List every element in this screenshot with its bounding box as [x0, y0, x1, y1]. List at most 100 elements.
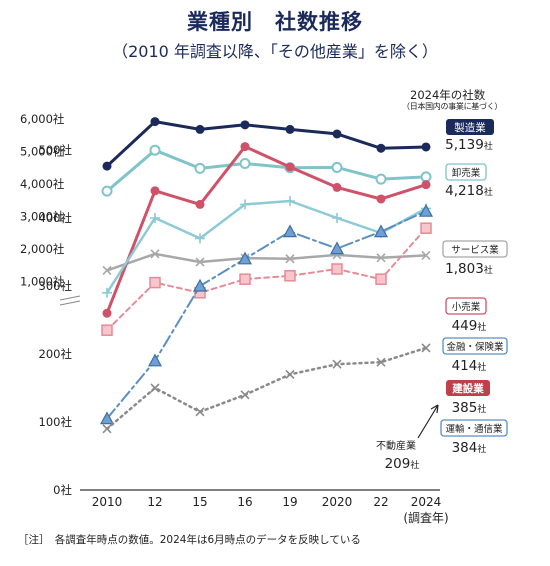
data-point [237, 251, 253, 265]
data-point [195, 233, 205, 244]
y-tick-label: 500社 [39, 143, 73, 157]
legend-value: 1,803社 [445, 261, 493, 277]
data-point [101, 185, 113, 197]
x-tick-label: 15 [192, 495, 207, 509]
y-tick-label: 5,000社 [20, 145, 65, 159]
data-point [239, 158, 251, 170]
chart-title: 業種別 社数推移 [187, 10, 363, 34]
axis-break [59, 295, 81, 306]
data-point [376, 253, 386, 263]
data-point [102, 161, 112, 171]
data-point [285, 162, 295, 172]
data-point [240, 390, 250, 400]
legend-label: 金融・保険業 [446, 341, 504, 353]
data-point [239, 273, 251, 285]
pointer-arrow [417, 404, 439, 439]
legend-value: 384社 [452, 440, 487, 456]
y-tick-label: 300社 [39, 279, 73, 293]
legend-box [442, 240, 508, 258]
y-tick-label: 0社 [53, 483, 72, 497]
legend-label: 卸売業 [452, 167, 481, 179]
data-point [332, 359, 342, 369]
data-point [332, 213, 342, 223]
legend-box [446, 380, 490, 396]
data-point [150, 186, 160, 196]
x-tick-label: 2024 [411, 495, 442, 509]
data-point [421, 250, 431, 260]
x-tick-label: 16 [237, 495, 252, 509]
legend-value: 449社 [452, 318, 487, 334]
data-point [150, 383, 160, 393]
legend-value: 5,139社 [445, 137, 493, 153]
data-point [375, 273, 387, 285]
data-point [418, 203, 434, 217]
legend-box [442, 337, 508, 355]
chart-note: ［注］ 各調査年時点の数値。2024年は6月時点のデータを反映している [18, 534, 361, 546]
legend-value: 385社 [452, 400, 487, 416]
data-point [376, 143, 386, 153]
data-point [99, 411, 115, 425]
legend-box [445, 163, 487, 181]
x-sub-label: (調査年) [403, 511, 448, 525]
data-point [376, 357, 386, 367]
data-point [376, 194, 386, 204]
data-point [150, 117, 160, 127]
data-point [192, 278, 208, 292]
data-point [195, 257, 205, 267]
data-point [332, 129, 342, 139]
data-point [285, 196, 295, 206]
data-point [331, 263, 343, 275]
x-tick-label: 22 [373, 495, 388, 509]
data-point [282, 224, 298, 238]
y-tick-label: 100社 [39, 415, 73, 429]
legend-box [446, 119, 494, 135]
legend-value: 209社 [385, 456, 420, 472]
series-line [106, 227, 427, 332]
series-line [105, 199, 428, 295]
data-point [420, 222, 432, 234]
pointer-arrowhead [430, 404, 439, 414]
data-point [375, 173, 387, 185]
legend-label: 不動産業 [376, 439, 416, 452]
data-point [331, 161, 343, 173]
legend-label: 小売業 [452, 301, 481, 313]
x-tick-label: 19 [282, 495, 297, 509]
data-point [149, 276, 161, 289]
data-point [285, 369, 295, 379]
data-point [329, 241, 345, 255]
data-point [195, 407, 205, 417]
data-point [373, 224, 389, 238]
legend-value: 4,218社 [445, 183, 493, 199]
data-point [102, 424, 112, 434]
data-point [332, 182, 342, 192]
data-point [101, 324, 113, 336]
data-point [240, 142, 250, 152]
legend-header: 2024年の社数 [410, 88, 486, 102]
data-point [240, 120, 250, 130]
data-point [147, 353, 163, 367]
y-tick-label: 2,000社 [20, 242, 65, 256]
y-tick-label: 4,000社 [20, 177, 65, 191]
data-point [149, 144, 161, 156]
data-point [194, 162, 206, 174]
x-tick-label: 2020 [322, 495, 353, 509]
data-point [285, 254, 295, 264]
series-line [106, 210, 427, 420]
y-tick-label: 3,000社 [20, 210, 65, 224]
data-point [421, 142, 431, 152]
legend-box [445, 297, 487, 315]
data-point [150, 213, 160, 223]
series-line [105, 145, 428, 315]
data-point [102, 265, 112, 276]
series-line [105, 120, 428, 168]
legend-subheader: （日本国内の事業に基づく） [402, 102, 503, 111]
legend-label: 運輸・通信業 [445, 423, 503, 435]
series-line [105, 252, 428, 272]
data-point [284, 270, 296, 282]
legend-box [440, 419, 508, 437]
data-point [285, 124, 295, 134]
data-point [195, 199, 205, 209]
x-tick-label: 2010 [92, 495, 123, 509]
legend-label: 製造業 [454, 121, 486, 134]
